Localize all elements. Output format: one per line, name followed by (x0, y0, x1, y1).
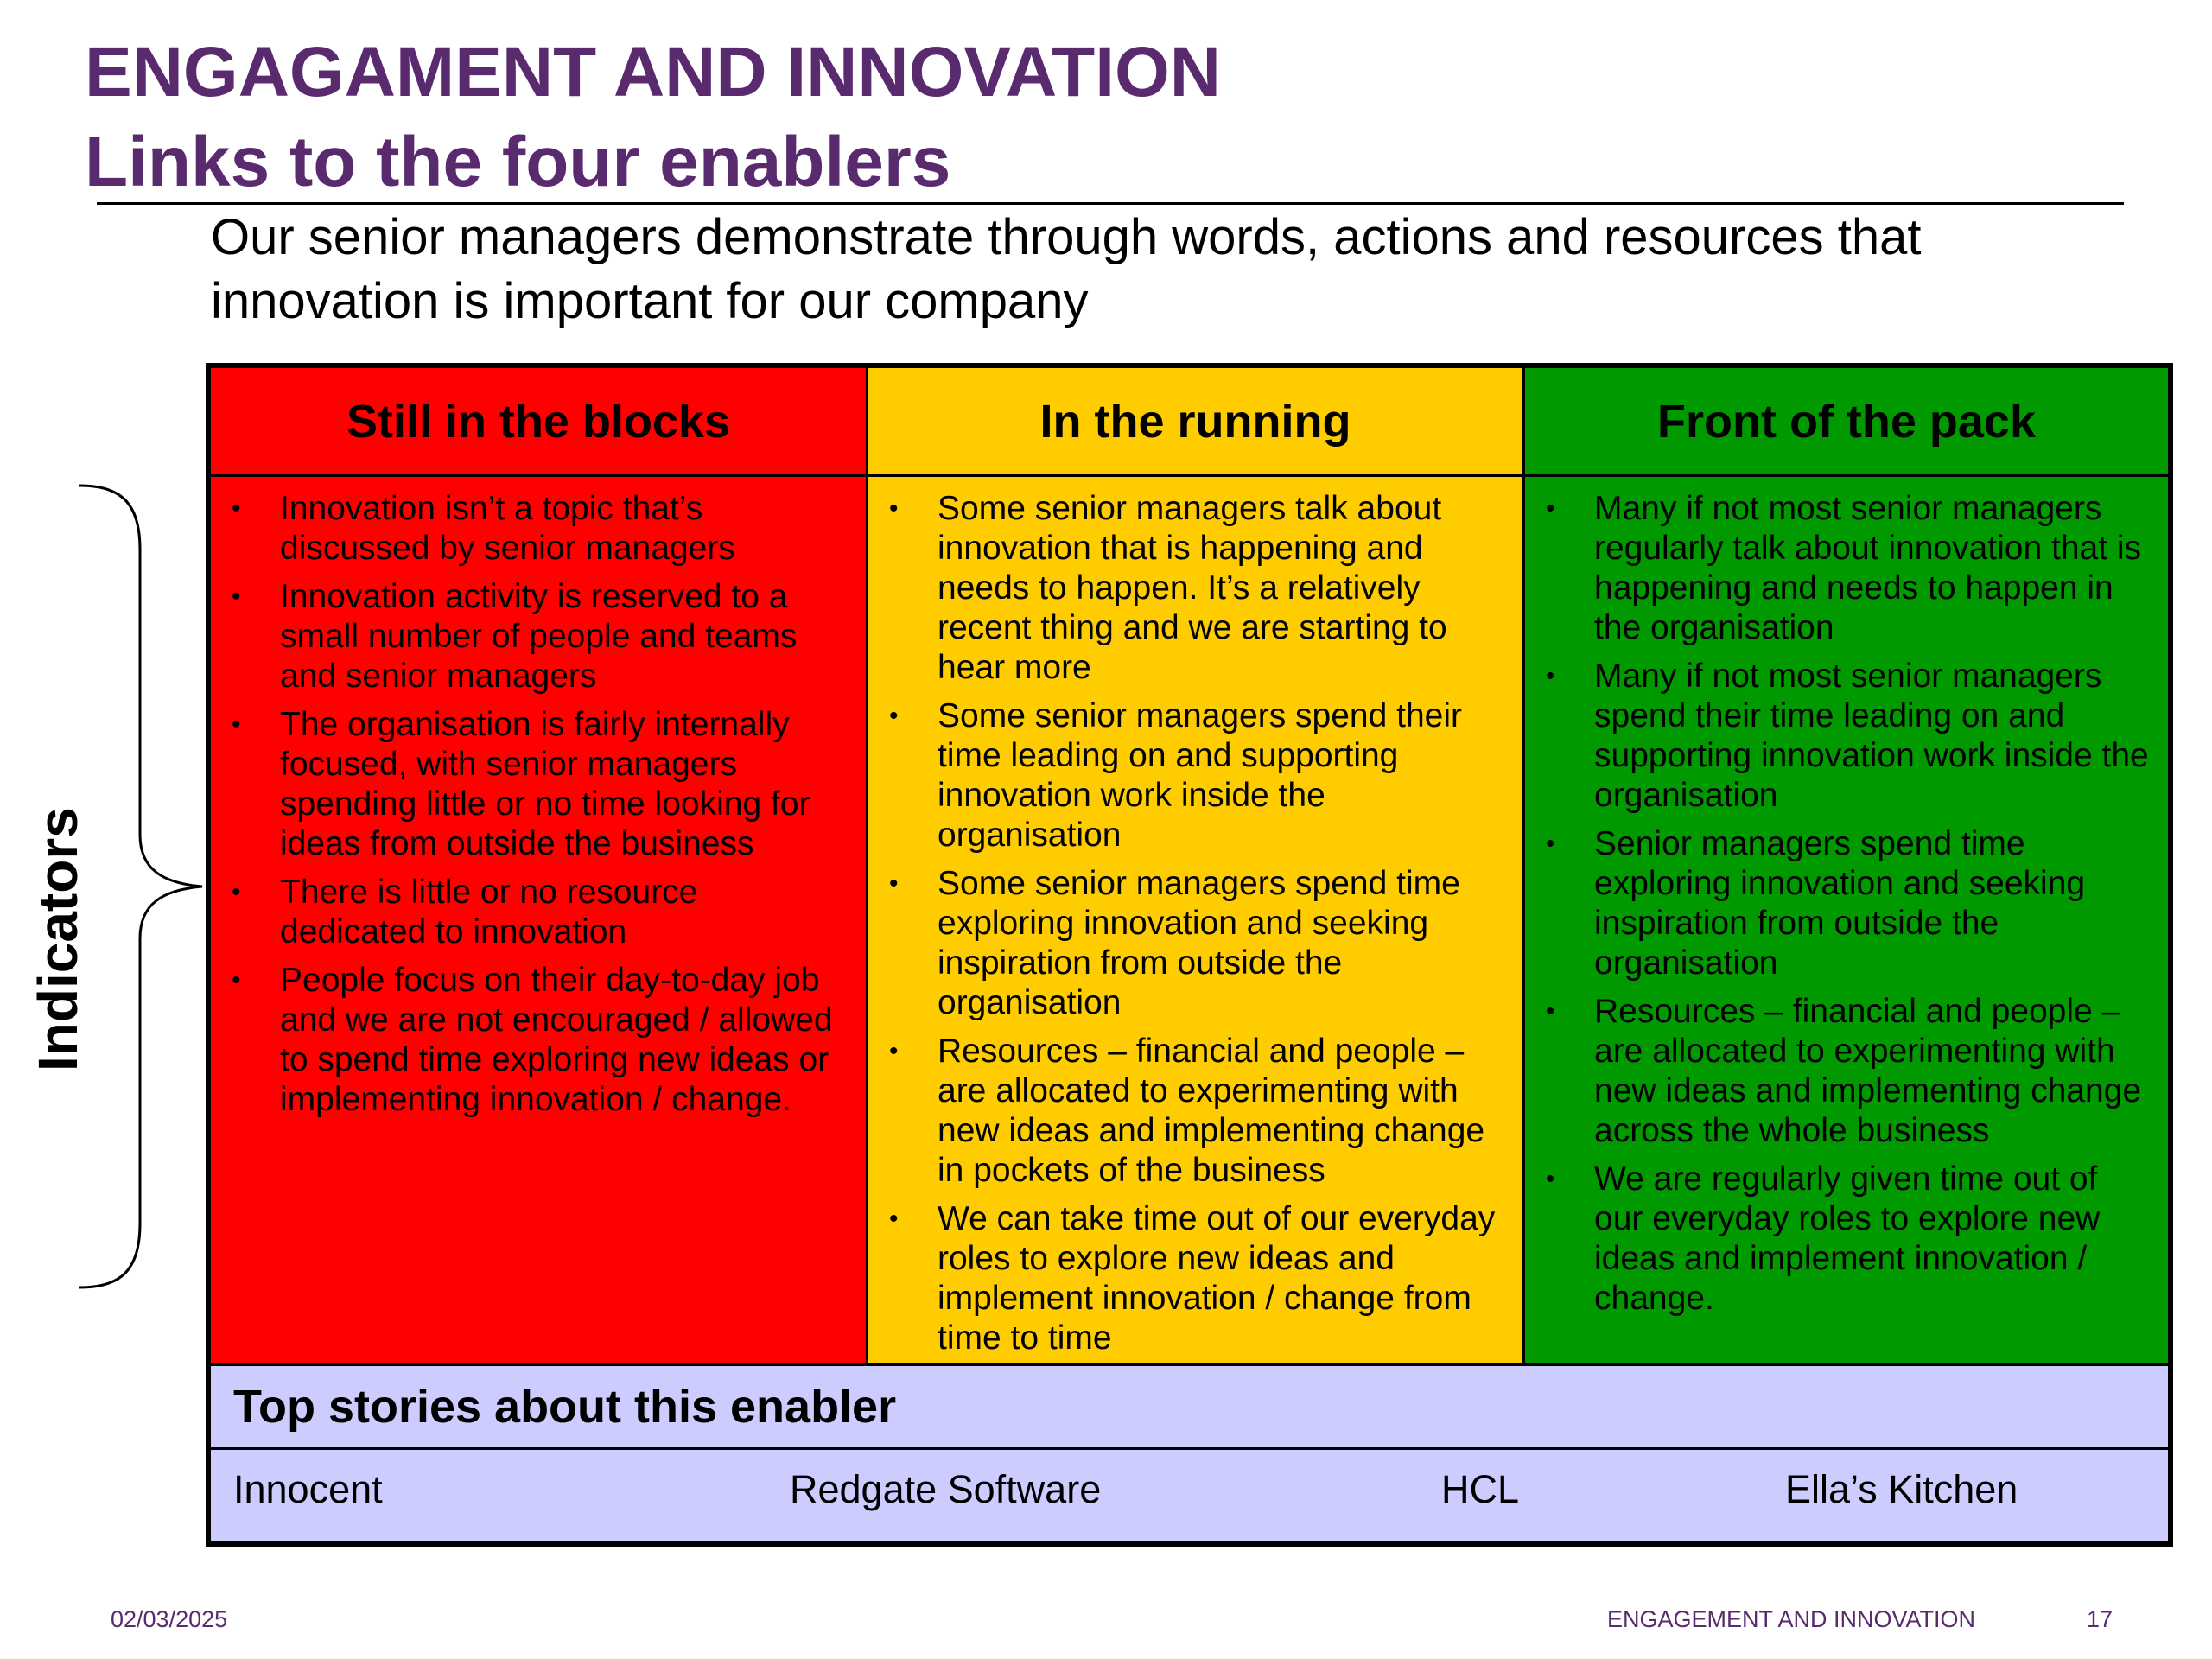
list-item: Many if not most senior managers regular… (1546, 489, 2151, 648)
list-item: Resources – financial and people – are a… (1546, 992, 2151, 1151)
list-item: Some senior managers talk about innovati… (889, 489, 1505, 688)
list-item: Innovation activity is reserved to a sma… (232, 577, 849, 696)
list-item: Senior managers spend time exploring inn… (1546, 824, 2151, 983)
curly-brace-icon (79, 484, 203, 1289)
column-header-label: Front of the pack (1656, 395, 2036, 448)
column-front-of-the-pack: Many if not most senior managers regular… (1522, 477, 2168, 1363)
story-redgate-software: Redgate Software (790, 1467, 1102, 1511)
column-still-in-the-blocks: Innovation isn’t a topic that’s discusse… (211, 477, 866, 1363)
top-stories-title: Top stories about this enabler (233, 1381, 897, 1433)
column-header-label: Still in the blocks (346, 395, 731, 448)
list-item: We can take time out of our everyday rol… (889, 1199, 1505, 1358)
list-item: There is little or no resource dedicated… (232, 873, 849, 952)
list-item: People focus on their day-to-day job and… (232, 961, 849, 1120)
list-item: Innovation isn’t a topic that’s discusse… (232, 489, 849, 569)
list-item: The organisation is fairly internally fo… (232, 705, 849, 864)
column-bodies: Innovation isn’t a topic that’s discusse… (211, 477, 2168, 1363)
page-number: 17 (2087, 1606, 2113, 1632)
footer-date: 02/03/2025 (111, 1606, 228, 1632)
maturity-grid: Still in the blocks In the running Front… (206, 363, 2173, 1547)
top-stories-row: Innocent Redgate Software HCL Ella’s Kit… (211, 1450, 2168, 1539)
story-hcl: HCL (1441, 1467, 1520, 1511)
title-divider (97, 202, 2124, 205)
page-title: ENGAGAMENT AND INNOVATION (85, 33, 1222, 111)
header-still-in-the-blocks: Still in the blocks (211, 368, 866, 477)
list-item: We are regularly given time out of our e… (1546, 1160, 2151, 1319)
footer-title: ENGAGEMENT AND INNOVATION (1607, 1606, 1976, 1632)
indicator-list: Innovation isn’t a topic that’s discusse… (211, 477, 866, 1120)
header-in-the-running: In the running (866, 368, 1522, 477)
story-innocent: Innocent (233, 1467, 383, 1511)
list-item: Many if not most senior managers spend t… (1546, 657, 2151, 816)
title-block: ENGAGAMENT AND INNOVATION Links to the f… (85, 28, 2158, 207)
column-headers: Still in the blocks In the running Front… (211, 368, 2168, 477)
page-subtitle: Links to the four enablers (85, 123, 951, 201)
header-front-of-the-pack: Front of the pack (1522, 368, 2168, 477)
column-in-the-running: Some senior managers talk about innovati… (866, 477, 1522, 1363)
indicator-list: Many if not most senior managers regular… (1525, 477, 2168, 1319)
column-header-label: In the running (1039, 395, 1351, 448)
top-stories-header: Top stories about this enabler (211, 1363, 2168, 1450)
enabler-statement: Our senior managers demonstrate through … (211, 209, 1922, 329)
list-item: Some senior managers spend time explorin… (889, 864, 1505, 1023)
story-ellas-kitchen: Ella’s Kitchen (1785, 1467, 2018, 1511)
top-stories: Top stories about this enabler Innocent … (211, 1363, 2168, 1541)
indicator-list: Some senior managers talk about innovati… (868, 477, 1522, 1358)
list-item: Some senior managers spend their time le… (889, 696, 1505, 855)
list-item: Resources – financial and people – are a… (889, 1032, 1505, 1191)
